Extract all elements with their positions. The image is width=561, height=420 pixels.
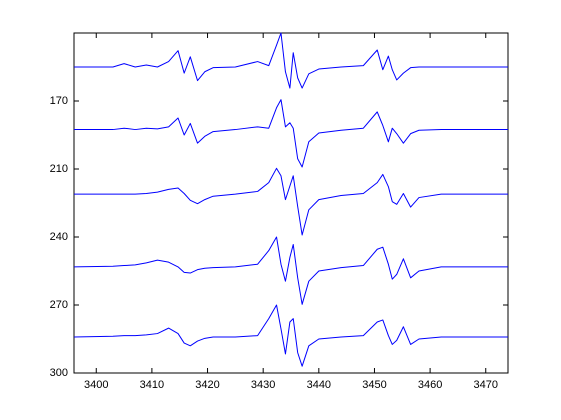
line-series [73, 304, 508, 367]
x-tick-label: 3430 [251, 379, 275, 391]
x-tick-label: 3410 [140, 379, 164, 391]
y-tick-label: 270 [50, 299, 68, 311]
y-tick-label: 210 [50, 163, 68, 175]
x-tick-label: 3460 [418, 379, 442, 391]
y-tick-label: 170 [50, 95, 68, 107]
x-tick-label: 3450 [362, 379, 386, 391]
x-tick-label: 3470 [474, 379, 498, 391]
plot-area [73, 32, 509, 374]
x-tick-label: 3440 [307, 379, 331, 391]
x-tick-label: 3400 [84, 379, 108, 391]
line-series [74, 32, 508, 89]
line-series [73, 236, 508, 305]
y-tick-label: 240 [50, 231, 68, 243]
line-series [74, 167, 508, 236]
x-tick-label: 3420 [195, 379, 219, 391]
line-series [74, 99, 508, 168]
y-tick-label: 300 [50, 367, 68, 379]
